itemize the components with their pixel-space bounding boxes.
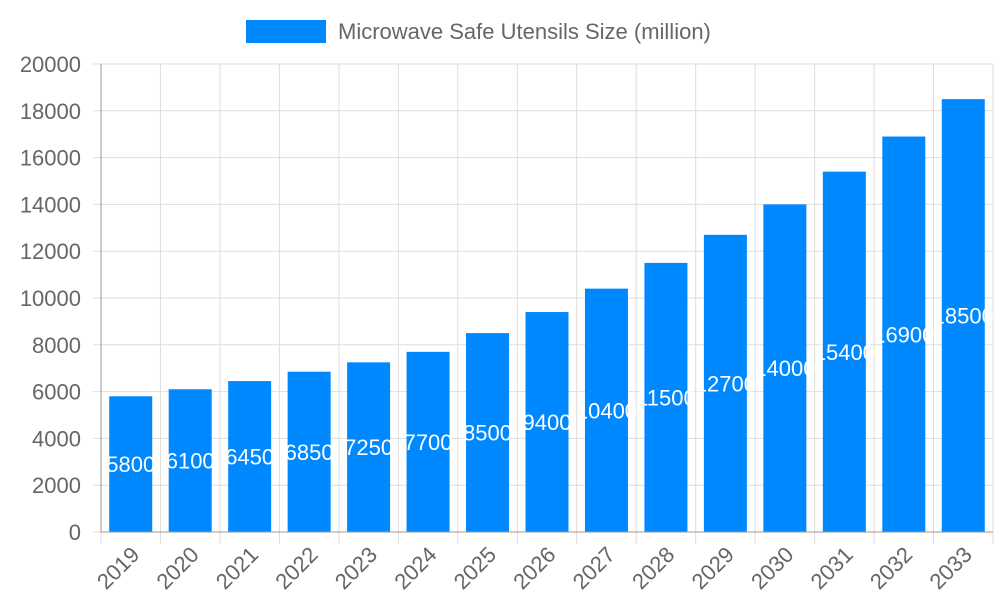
bar: [347, 362, 391, 532]
bar: [882, 136, 926, 533]
x-tick-label: 2023: [330, 542, 382, 594]
x-tick-label: 2032: [865, 542, 917, 594]
data-label: 6100: [166, 449, 215, 474]
x-tick-label: 2019: [92, 542, 144, 594]
legend-label: Microwave Safe Utensils Size (million): [338, 19, 711, 44]
data-label: 6850: [285, 440, 334, 465]
bar: [287, 371, 331, 532]
data-label: 14000: [754, 356, 815, 381]
x-tick-label: 2021: [211, 542, 263, 594]
bar: [584, 288, 628, 532]
data-label: 7700: [404, 430, 453, 455]
bar: [466, 333, 510, 532]
y-tick-label: 4000: [32, 426, 81, 451]
x-tick-label: 2024: [389, 542, 441, 594]
bar: [109, 396, 153, 532]
x-tick-label: 2027: [568, 542, 620, 594]
x-tick-label: 2033: [925, 542, 977, 594]
y-tick-label: 18000: [20, 99, 81, 124]
data-label: 15400: [814, 340, 875, 365]
bar: [703, 234, 747, 532]
bar: [941, 99, 985, 532]
data-label: 18500: [933, 304, 994, 329]
y-tick-label: 12000: [20, 239, 81, 264]
x-tick-label: 2030: [746, 542, 798, 594]
x-tick-label: 2020: [151, 542, 203, 594]
data-label: 5800: [106, 452, 155, 477]
data-label: 7250: [344, 435, 393, 460]
x-tick-label: 2031: [806, 542, 858, 594]
y-tick-label: 6000: [32, 380, 81, 405]
legend: Microwave Safe Utensils Size (million): [246, 19, 711, 44]
y-tick-label: 10000: [20, 286, 81, 311]
data-label: 8500: [463, 421, 512, 446]
bar: [168, 389, 212, 532]
y-tick-label: 16000: [20, 146, 81, 171]
bar: [406, 351, 450, 532]
data-label: 10400: [576, 398, 637, 423]
y-tick-label: 20000: [20, 52, 81, 77]
data-label: 9400: [523, 410, 572, 435]
y-tick-label: 2000: [32, 473, 81, 498]
x-tick-label: 2026: [508, 542, 560, 594]
bar: [763, 204, 807, 532]
data-label: 12700: [695, 371, 756, 396]
data-label: 6450: [225, 445, 274, 470]
y-tick-label: 14000: [20, 192, 81, 217]
bar: [525, 312, 569, 532]
bar: [228, 381, 272, 532]
y-tick-label: 0: [69, 520, 81, 545]
data-label: 11500: [636, 385, 696, 410]
y-tick-label: 8000: [32, 333, 81, 358]
x-tick-label: 2025: [449, 542, 501, 594]
x-tick-label: 2022: [270, 542, 322, 594]
bar: [822, 171, 866, 532]
legend-swatch: [246, 20, 326, 43]
x-tick-label: 2029: [687, 542, 739, 594]
x-tick-label: 2028: [627, 542, 679, 594]
bar: [644, 262, 688, 532]
data-label: 16900: [873, 322, 934, 347]
